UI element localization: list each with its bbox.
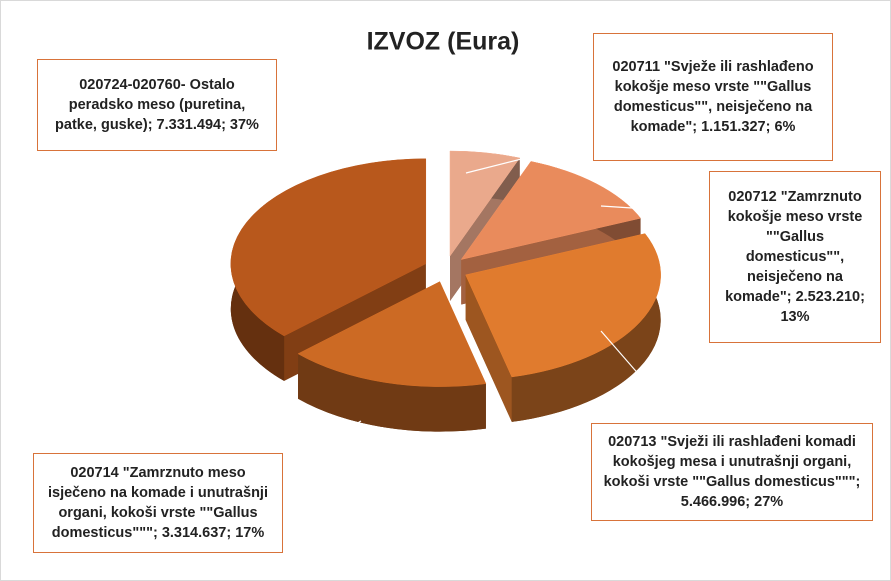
- slice-top: [230, 158, 427, 337]
- slice: [465, 233, 661, 422]
- leader-line: [272, 420, 362, 474]
- slice-outer-wall: [511, 233, 661, 422]
- chart-title: IZVOZ (Eura): [367, 28, 520, 56]
- slice-radial-wall: [465, 274, 512, 422]
- slice: [297, 281, 487, 432]
- slice-outer-wall: [298, 353, 486, 432]
- leader-line: [600, 205, 710, 214]
- data-label: 020711 "Svježe ili rashlađeno kokošje me…: [593, 33, 833, 161]
- leader-line: [268, 150, 287, 184]
- slice-top: [297, 281, 487, 387]
- data-label: 020724-020760- Ostalo peradsko meso (pur…: [37, 59, 277, 151]
- slice-top: [465, 233, 661, 378]
- data-label: 020713 "Svježi ili rashlađeni komadi kok…: [591, 423, 873, 521]
- data-label: 020712 "Zamrznuto kokošje meso vrste ""G…: [709, 171, 881, 343]
- slice-top: [460, 161, 641, 260]
- slice-top: [449, 150, 521, 257]
- data-label: 020714 "Zamrznuto meso isječeno na komad…: [33, 453, 283, 553]
- leader-line: [600, 330, 682, 424]
- leader-line: [465, 140, 594, 174]
